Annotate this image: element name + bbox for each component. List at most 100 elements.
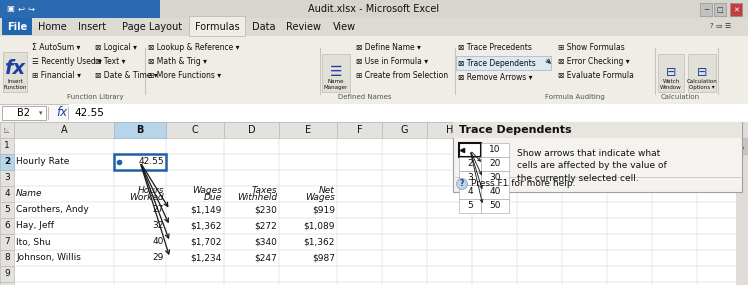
Bar bbox=[0, 18, 748, 36]
Text: ⊠ Evaluate Formula: ⊠ Evaluate Formula bbox=[558, 70, 634, 80]
Text: Σ AutoSum ▾: Σ AutoSum ▾ bbox=[32, 42, 80, 52]
Text: $1,089: $1,089 bbox=[304, 221, 335, 231]
Text: ⊞ Financial ▾: ⊞ Financial ▾ bbox=[32, 70, 81, 80]
Text: 40: 40 bbox=[153, 237, 164, 247]
Text: Wages: Wages bbox=[192, 186, 222, 195]
Bar bbox=[2, 106, 46, 120]
Bar bbox=[0, 154, 14, 170]
Bar bbox=[0, 122, 14, 285]
Bar bbox=[0, 282, 14, 285]
Text: 2: 2 bbox=[4, 158, 10, 166]
Bar bbox=[0, 122, 748, 285]
Circle shape bbox=[456, 178, 468, 190]
Text: ? ▭ ☰: ? ▭ ☰ bbox=[710, 23, 731, 29]
Bar bbox=[0, 0, 748, 18]
Text: 9: 9 bbox=[4, 270, 10, 278]
Text: Withheld: Withheld bbox=[237, 193, 277, 202]
Text: $272: $272 bbox=[254, 221, 277, 231]
Text: Formula Auditing: Formula Auditing bbox=[545, 94, 605, 100]
Text: File: File bbox=[7, 22, 27, 32]
Text: 2: 2 bbox=[4, 158, 10, 166]
Text: $919: $919 bbox=[312, 205, 335, 215]
Bar bbox=[0, 138, 14, 154]
Text: $1,149: $1,149 bbox=[191, 205, 222, 215]
Text: $340: $340 bbox=[254, 237, 277, 247]
Text: ⊠ Use in Formula ▾: ⊠ Use in Formula ▾ bbox=[356, 56, 428, 66]
Text: ⊠ Trace Dependents: ⊠ Trace Dependents bbox=[458, 58, 536, 68]
Text: ⊞ Show Formulas: ⊞ Show Formulas bbox=[558, 42, 625, 52]
Bar bbox=[114, 122, 166, 138]
Text: 3: 3 bbox=[4, 174, 10, 182]
Bar bbox=[0, 122, 14, 138]
Text: Formulas: Formulas bbox=[195, 22, 240, 32]
Text: Page Layout: Page Layout bbox=[122, 22, 183, 32]
Text: ⊠ Error Checking ▾: ⊠ Error Checking ▾ bbox=[558, 56, 630, 66]
Text: ⊠ Text ▾: ⊠ Text ▾ bbox=[95, 56, 126, 66]
Text: Review: Review bbox=[286, 22, 322, 32]
Bar bbox=[0, 218, 14, 234]
Bar bbox=[382, 122, 427, 138]
Text: Show arrows that indicate what
cells are affected by the value of
the currently : Show arrows that indicate what cells are… bbox=[517, 149, 666, 183]
Text: A: A bbox=[61, 125, 67, 135]
Bar bbox=[0, 202, 14, 218]
Text: ↪: ↪ bbox=[28, 5, 35, 13]
Bar bbox=[189, 16, 245, 36]
Bar bbox=[736, 122, 748, 285]
Text: 30: 30 bbox=[489, 174, 500, 182]
Text: Home: Home bbox=[37, 22, 67, 32]
Text: ⊠ Logical ▾: ⊠ Logical ▾ bbox=[95, 42, 137, 52]
Bar bbox=[736, 138, 748, 154]
Text: 1: 1 bbox=[4, 141, 10, 150]
Text: Worked: Worked bbox=[129, 193, 164, 202]
Bar bbox=[481, 199, 509, 213]
Text: Ito, Shu: Ito, Shu bbox=[16, 237, 51, 247]
Text: 4: 4 bbox=[4, 190, 10, 198]
Text: Audit.xlsx - Microsoft Excel: Audit.xlsx - Microsoft Excel bbox=[308, 4, 440, 14]
Text: B: B bbox=[136, 125, 144, 135]
Bar bbox=[337, 122, 382, 138]
Text: ?: ? bbox=[460, 180, 465, 188]
Text: 4: 4 bbox=[468, 188, 473, 196]
Text: Due: Due bbox=[204, 193, 222, 202]
Text: fx: fx bbox=[4, 58, 25, 78]
Text: ⊠ Trace Precedents: ⊠ Trace Precedents bbox=[458, 42, 532, 52]
Bar bbox=[0, 0, 160, 18]
Text: G: G bbox=[401, 125, 408, 135]
Bar bbox=[459, 143, 481, 157]
Bar bbox=[697, 122, 742, 138]
Bar bbox=[453, 122, 742, 192]
Bar bbox=[322, 54, 350, 92]
Text: ⊠ Remove Arrows ▾: ⊠ Remove Arrows ▾ bbox=[458, 72, 533, 82]
Text: 10: 10 bbox=[489, 146, 500, 154]
Text: B: B bbox=[137, 125, 144, 135]
Text: 42.55: 42.55 bbox=[74, 108, 104, 118]
Bar bbox=[14, 122, 114, 138]
Text: ☰: ☰ bbox=[330, 65, 343, 79]
Bar bbox=[459, 185, 481, 199]
Text: ⊞ Create from Selection: ⊞ Create from Selection bbox=[356, 70, 448, 80]
Text: 50: 50 bbox=[489, 201, 500, 211]
Bar bbox=[688, 54, 716, 92]
Text: 5: 5 bbox=[467, 201, 473, 211]
Text: $1,362: $1,362 bbox=[191, 221, 222, 231]
Text: Press F1 for more help.: Press F1 for more help. bbox=[471, 180, 575, 188]
Bar bbox=[0, 36, 748, 104]
Bar bbox=[517, 122, 562, 138]
Text: Function Library: Function Library bbox=[67, 94, 123, 100]
Text: ↩: ↩ bbox=[18, 5, 25, 13]
Bar bbox=[114, 122, 166, 138]
Bar bbox=[742, 122, 748, 138]
Text: 40: 40 bbox=[489, 188, 500, 196]
Text: E: E bbox=[305, 125, 311, 135]
Text: 27: 27 bbox=[153, 205, 164, 215]
Bar bbox=[714, 3, 726, 16]
Text: C: C bbox=[191, 125, 198, 135]
Bar bbox=[166, 122, 224, 138]
Text: Data: Data bbox=[252, 22, 275, 32]
Bar bbox=[427, 122, 472, 138]
Bar bbox=[562, 122, 607, 138]
Text: Name
Manager: Name Manager bbox=[324, 79, 348, 90]
Bar bbox=[224, 122, 279, 138]
Bar bbox=[3, 52, 27, 92]
Bar bbox=[0, 170, 14, 186]
